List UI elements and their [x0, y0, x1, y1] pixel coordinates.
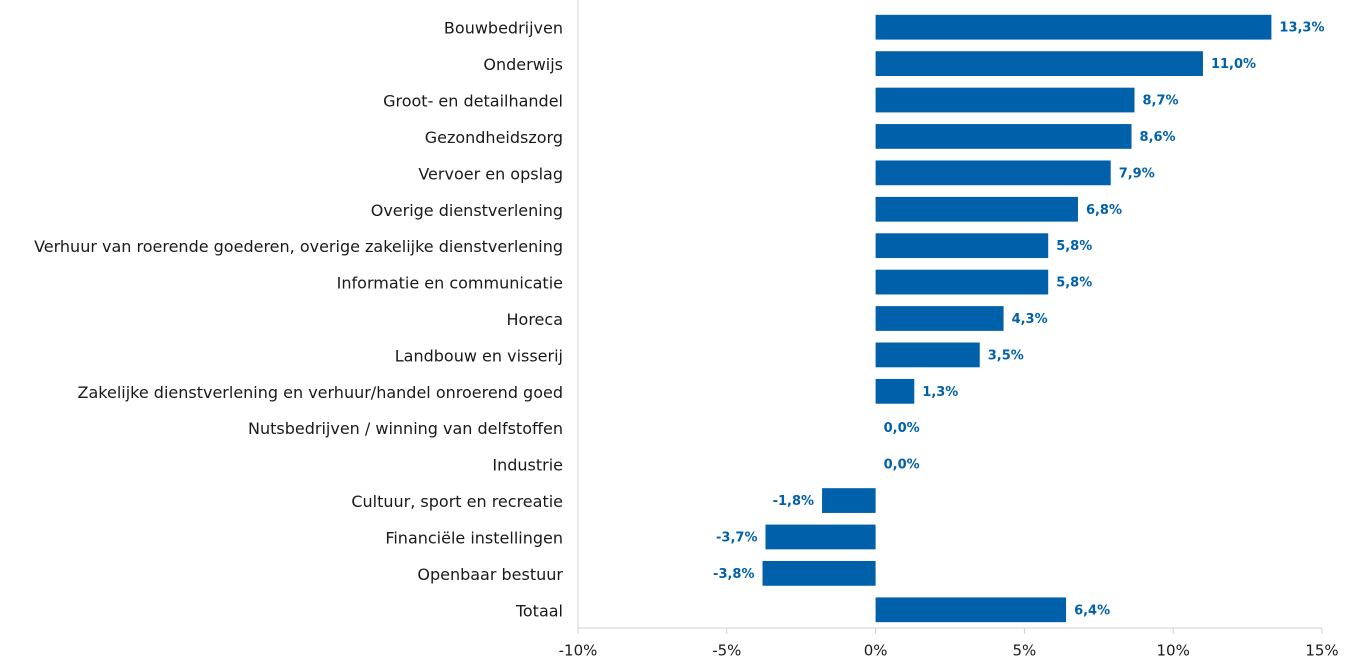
- bar: [765, 524, 876, 550]
- value-label: 6,4%: [1074, 603, 1110, 618]
- x-tick-label: 0%: [864, 642, 888, 660]
- y-tick-label: Verhuur van roerende goederen, overige z…: [34, 237, 563, 256]
- x-tick-label: 10%: [1157, 642, 1190, 660]
- bar: [875, 378, 915, 404]
- x-tick-label: 15%: [1305, 642, 1338, 660]
- bar: [875, 196, 1078, 222]
- y-tick-label: Groot- en detailhandel: [383, 92, 563, 111]
- bar: [875, 14, 1272, 40]
- bar: [875, 51, 1203, 76]
- y-tick-label: Industrie: [492, 456, 563, 475]
- bar: [875, 597, 1067, 623]
- value-label: 13,3%: [1279, 21, 1324, 36]
- y-tick-label: Openbaar bestuur: [417, 565, 563, 584]
- y-tick-label: Totaal: [515, 601, 563, 620]
- value-label: 11,0%: [1211, 57, 1256, 72]
- y-tick-label: Gezondheidszorg: [425, 128, 563, 147]
- value-label: 6,8%: [1086, 203, 1122, 218]
- bar: [762, 561, 876, 586]
- bar: [875, 269, 1049, 295]
- y-tick-label: Landbouw en visserij: [395, 346, 563, 365]
- bar: [875, 306, 1004, 331]
- bar: [875, 87, 1135, 113]
- bar: [875, 233, 1049, 259]
- value-label: 8,6%: [1140, 130, 1176, 145]
- bar: [875, 342, 980, 368]
- value-label: 0,0%: [884, 421, 920, 436]
- value-label: 3,5%: [988, 348, 1024, 363]
- value-label: 8,7%: [1143, 94, 1179, 109]
- value-label: 7,9%: [1119, 166, 1155, 181]
- value-label: 4,3%: [1012, 312, 1048, 327]
- value-label: -3,7%: [716, 530, 757, 545]
- value-label: 5,8%: [1056, 276, 1092, 291]
- y-tick-label: Informatie en communicatie: [337, 274, 563, 293]
- bar: [875, 124, 1132, 149]
- value-label: 5,8%: [1056, 239, 1092, 254]
- value-label: 0,0%: [884, 458, 920, 473]
- x-tick-label: -5%: [712, 642, 741, 660]
- value-label: 1,3%: [922, 385, 958, 400]
- y-tick-label: Vervoer en opslag: [418, 164, 563, 183]
- value-label: -3,8%: [713, 567, 754, 582]
- x-tick-label: 5%: [1013, 642, 1037, 660]
- bar: [875, 160, 1111, 186]
- y-tick-label: Onderwijs: [483, 55, 563, 74]
- bar: [822, 488, 876, 513]
- y-tick-label: Bouwbedrijven: [444, 19, 563, 38]
- value-label: -1,8%: [773, 494, 814, 509]
- y-tick-label: Horeca: [507, 310, 564, 329]
- y-tick-label: Zakelijke dienstverlening en verhuur/han…: [78, 383, 563, 402]
- y-tick-label: Financiële instellingen: [385, 528, 563, 547]
- x-tick-label: -10%: [559, 642, 598, 660]
- y-tick-label: Nutsbedrijven / winning van delfstoffen: [248, 419, 563, 438]
- y-tick-label: Overige dienstverlening: [371, 201, 563, 220]
- y-tick-label: Cultuur, sport en recreatie: [351, 492, 563, 511]
